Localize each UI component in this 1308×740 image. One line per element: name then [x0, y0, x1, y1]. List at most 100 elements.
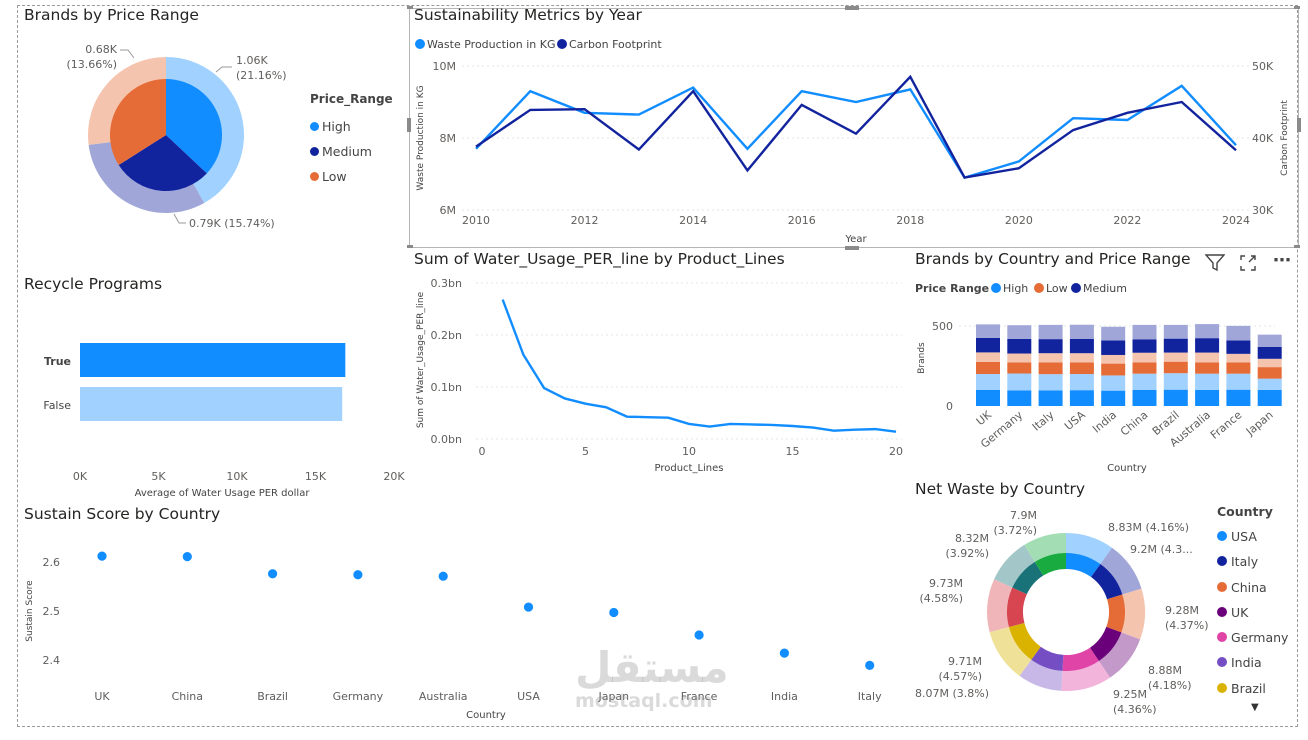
stacked-bar-segment-france [1226, 340, 1251, 354]
resize-handle-top-right[interactable] [1294, 6, 1300, 9]
stacked-x-tick: Japan [1243, 408, 1276, 438]
sustain-point-japan [609, 607, 619, 618]
more-options-icon[interactable]: ⋯ [1273, 250, 1291, 271]
donut-inner-slice [1091, 564, 1123, 600]
stacked-bar-segment-japan [1257, 367, 1282, 379]
pie-leader-high [215, 66, 232, 73]
water-x-tick: 10 [682, 445, 696, 458]
sustain-x-tick: USA [517, 690, 540, 703]
legend-label: India [1231, 655, 1262, 671]
recycle-bar-chart[interactable]: True False 0K 5K 10K 15K 20K Average of Water U… [24, 275, 409, 500]
legend-scroll-down-icon[interactable]: ▼ [1251, 702, 1259, 713]
stacked-title: Brands by Country and Price Range [915, 250, 1191, 268]
donut-label: 9.25M [1113, 688, 1147, 701]
stacked-bar-segment-china [1132, 352, 1157, 363]
donut-inner-slice [1089, 626, 1122, 661]
metrics-y-tick-left: 8M [440, 132, 457, 145]
resize-handle-bottom-left[interactable] [407, 245, 413, 248]
donut-legend-item-usa[interactable]: USA [1217, 524, 1288, 549]
recycle-x-tick: 5K [151, 470, 166, 483]
donut-title: Net Waste by Country [915, 480, 1086, 498]
metrics-x-tick: 2014 [679, 214, 707, 227]
net-waste-donut-chart[interactable]: 8.83M (4.16%) 9.2M (4.3... 9.28M (4.37%) 8.8… [911, 480, 1211, 722]
resize-handle-top[interactable] [845, 6, 859, 10]
legend-label: Germany [1231, 630, 1289, 646]
donut-legend-item-india[interactable]: India [1217, 650, 1288, 675]
legend-item-high[interactable]: High [310, 114, 372, 139]
donut-outer-slice [1019, 659, 1063, 691]
stacked-bar-segment-france [1226, 373, 1251, 390]
donut-label: 9.71M [948, 655, 982, 668]
legend-dot [1217, 581, 1227, 592]
water-x-tick: 5 [582, 445, 589, 458]
water-y-tick: 0.0bn [431, 433, 462, 446]
water-usage-panel: Sum of Water_Usage_PER_line by Product_L… [414, 250, 909, 480]
stacked-legend-dot [1034, 283, 1044, 293]
resize-handle-bottom-right[interactable] [1294, 245, 1300, 248]
legend-item-medium[interactable]: Medium [310, 139, 372, 164]
donut-legend-item-italy[interactable]: Italy [1217, 549, 1288, 574]
metrics-y-tick-left: 10M [433, 60, 457, 73]
sustain-y-tick: 2.6 [43, 556, 61, 569]
stacked-bar-segment-uk [976, 390, 1000, 406]
donut-outer-slice [1061, 660, 1111, 691]
stacked-legend-dot [1071, 283, 1081, 293]
donut-label-pct: (4.18%) [1148, 679, 1192, 692]
stacked-bar-segment-india [1101, 390, 1126, 406]
brands-by-country-panel: Brands by Country and Price Range ⋯ Pric… [915, 250, 1300, 478]
resize-handle-bottom[interactable] [845, 246, 859, 250]
sustainability-metrics-panel: Sustainability Metrics by Year Waste Pro… [414, 6, 1294, 246]
focus-mode-icon[interactable] [1239, 254, 1257, 276]
brands-by-price-pie[interactable]: 1.06K (21.16%) 0.68K (13.66%) 0.79K (15.74%) [24, 6, 404, 240]
donut-inner-slice [1031, 646, 1064, 671]
metrics-x-tick: 2016 [788, 214, 816, 227]
recycle-x-tick: 20K [383, 470, 405, 483]
recycle-category-label: True [44, 355, 71, 368]
stacked-bar-segment-china [1132, 324, 1157, 340]
legend-dot [1217, 657, 1227, 668]
stacked-bar-segment-italy [1038, 324, 1063, 340]
filter-icon[interactable] [1204, 254, 1226, 276]
metrics-x-axis-title: Year [844, 234, 867, 245]
stacked-bar-segment-brazil [1163, 338, 1188, 353]
metrics-x-tick: 2022 [1113, 214, 1141, 227]
donut-legend-item-brazil[interactable]: Brazil [1217, 676, 1288, 701]
resize-handle-left[interactable] [407, 118, 411, 132]
resize-handle-top-left[interactable] [407, 6, 413, 9]
donut-label-pct: (4.37%) [1165, 619, 1209, 632]
stacked-bar-segment-italy [1038, 374, 1063, 391]
metrics-y-axis-title-right: Carbon Footprint [1280, 100, 1290, 176]
donut-outer-slice [1066, 533, 1113, 565]
resize-handle-right[interactable] [1297, 118, 1301, 132]
stacked-bar-segment-brazil [1163, 373, 1188, 390]
pie-inner-slice-low [110, 79, 166, 166]
stacked-bar-segment-uk [976, 324, 1000, 338]
brands-by-price-panel: Brands by Price Range 1.06K (21.16%) 0.68K… [24, 6, 404, 246]
sustain-point-italy [865, 660, 875, 670]
donut-outer-slice [994, 544, 1035, 588]
stacked-bar-segment-italy [1038, 353, 1063, 363]
donut-label-pct: (4.58%) [919, 592, 963, 605]
recycle-x-tick: 15K [305, 470, 327, 483]
donut-legend-item-germany[interactable]: Germany [1217, 625, 1288, 650]
sustain-scatter-chart[interactable]: 2.6 2.5 2.4 UK China Brazil Germany Australia US… [24, 505, 904, 723]
sustain-x-tick: France [681, 690, 718, 703]
stacked-bar-segment-usa [1069, 338, 1094, 354]
stacked-bar-segment-brazil [1163, 352, 1188, 362]
stacked-legend-dot [991, 283, 1001, 293]
stacked-bar-segment-france [1226, 389, 1251, 406]
donut-legend-item-uk[interactable]: UK [1217, 600, 1288, 625]
legend-item-low[interactable]: Low [310, 164, 372, 189]
donut-label: 8.83M (4.16%) [1108, 521, 1189, 534]
water-usage-line-chart[interactable]: 0.3bn 0.2bn 0.1bn 0.0bn 0 5 10 15 20 Product_Line… [414, 250, 909, 480]
metrics-line-waste [475, 84, 1237, 180]
sustain-x-tick: Australia [419, 690, 468, 703]
sustainability-line-chart[interactable]: Waste Production in KG Carbon Footprint 10… [414, 6, 1294, 246]
metrics-legend-dot [557, 39, 567, 49]
stacked-x-tick: Italy [1030, 408, 1057, 434]
donut-legend-item-china[interactable]: China [1217, 575, 1288, 600]
stacked-x-tick: USA [1062, 408, 1088, 433]
stacked-y-tick: 0 [946, 400, 953, 413]
stacked-bar-segment-usa [1069, 374, 1094, 391]
